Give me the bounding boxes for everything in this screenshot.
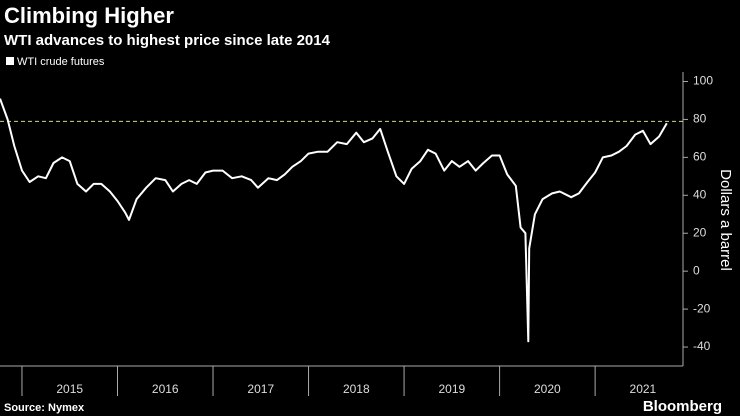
chart-subtitle: WTI advances to highest price since late… [4, 32, 331, 49]
y-axis-title: Dollars a barrel [717, 169, 734, 271]
x-tick-label: 2021 [630, 382, 657, 396]
y-tick-label: 0 [693, 263, 700, 277]
x-tick-label: 2016 [152, 382, 179, 396]
y-tick-label: 80 [693, 112, 707, 126]
x-tick-label: 2020 [534, 382, 561, 396]
y-tick-label: 20 [693, 225, 707, 239]
y-tick-label: -20 [693, 301, 711, 315]
y-tick-label: 40 [693, 187, 707, 201]
x-tick-label: 2015 [56, 382, 83, 396]
legend-label: WTI crude futures [17, 56, 105, 68]
chart-title: Climbing Higher [4, 3, 174, 28]
x-tick-label: 2019 [438, 382, 465, 396]
y-tick-label: 100 [693, 74, 713, 88]
brand: Bloomberg [643, 398, 722, 415]
price-line [0, 98, 668, 343]
legend-swatch [6, 57, 14, 65]
x-tick-label: 2017 [247, 382, 274, 396]
y-tick-label: -40 [693, 339, 711, 353]
y-tick-label: 60 [693, 150, 707, 164]
x-tick-label: 2018 [343, 382, 370, 396]
source: Source: Nymex [4, 402, 85, 414]
